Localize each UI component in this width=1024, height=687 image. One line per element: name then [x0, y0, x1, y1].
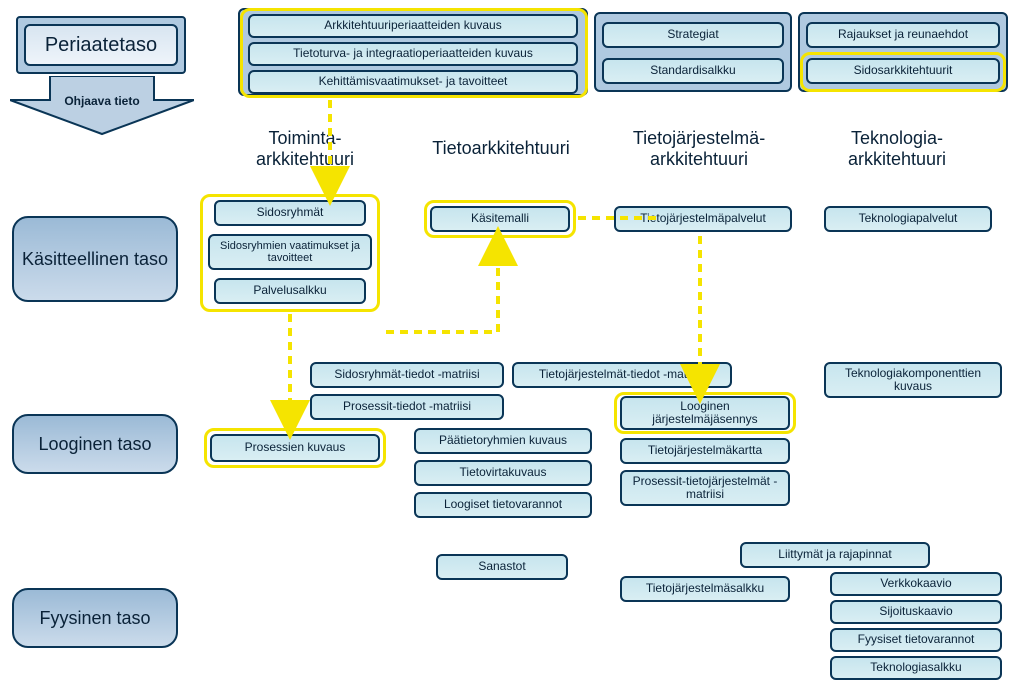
cell-r2c3-2: Fyysiset tietovarannot [830, 628, 1002, 652]
top-center-1: Tietoturva- ja integraatioperiaatteiden … [248, 42, 578, 66]
cell-r1c1b-1: Tietovirtakuvaus [414, 460, 592, 486]
col-header-2: Tietojärjestelmä- arkkitehtuuri [604, 128, 794, 170]
cell-r2c3-3: Teknologiasalkku [830, 656, 1002, 680]
cell-r0c1-0: Käsitemalli [430, 206, 570, 232]
cell-r0c3-0: Teknologiapalvelut [824, 206, 992, 232]
cell-r0c2-0: Tietojärjestelmäpalvelut [614, 206, 792, 232]
cell-r0c0-2: Palvelusalkku [214, 278, 366, 304]
cell-r2c2-0: Tietojärjestelmäsalkku [620, 576, 790, 602]
cell-r1c2b-1: Tietojärjestelmäkartta [620, 438, 790, 464]
cell-r2c3-0: Verkkokaavio [830, 572, 1002, 596]
top-mid-1: Standardisalkku [602, 58, 784, 84]
row-label-0: Käsitteellinen taso [12, 216, 178, 302]
ohjaava-tieto-label: Ohjaava tieto [44, 94, 160, 108]
top-right-0: Rajaukset ja reunaehdot [806, 22, 1000, 48]
col-header-0: Toiminta- arkkitehtuuri [210, 128, 400, 170]
top-center-2: Kehittämisvaatimukset- ja tavoitteet [248, 70, 578, 94]
cell-r1c2a-0: Tietojärjestelmät-tiedot -matriisi [512, 362, 732, 388]
cell-r1c0a-1: Prosessit-tiedot -matriisi [310, 394, 504, 420]
periaatetaso-label: Periaatetaso [24, 24, 178, 66]
cell-r1c1b-0: Päätietoryhmien kuvaus [414, 428, 592, 454]
col-header-3: Teknologia- arkkitehtuuri [802, 128, 992, 170]
cell-r1c0b-0: Prosessien kuvaus [210, 434, 380, 462]
cell-r0c0-0: Sidosryhmät [214, 200, 366, 226]
cell-r2c3-1: Sijoituskaavio [830, 600, 1002, 624]
cell-r2c3top-0: Liittymät ja rajapinnat [740, 542, 930, 568]
top-right-1: Sidosarkkitehtuurit [806, 58, 1000, 84]
col-header-1: Tietoarkkitehtuuri [406, 138, 596, 159]
cell-r2c1-0: Sanastot [436, 554, 568, 580]
cell-r1c2b-2: Prosessit-tietojärjestelmät -matriisi [620, 470, 790, 506]
row-label-1: Looginen taso [12, 414, 178, 474]
cell-r1c2b-0: Looginen järjestelmäjäsennys [620, 396, 790, 430]
cell-r1c0a-0: Sidosryhmät-tiedot -matriisi [310, 362, 504, 388]
cell-r1c1b-2: Loogiset tietovarannot [414, 492, 592, 518]
top-center-0: Arkkitehtuuriperiaatteiden kuvaus [248, 14, 578, 38]
row-label-2: Fyysinen taso [12, 588, 178, 648]
cell-r1c3-0: Teknologiakomponenttien kuvaus [824, 362, 1002, 398]
cell-r0c0-1: Sidosryhmien vaatimukset ja tavoitteet [208, 234, 372, 270]
canvas: { "layout": { "col_x": [210, 406, 604, 8… [0, 0, 1024, 687]
top-mid-0: Strategiat [602, 22, 784, 48]
